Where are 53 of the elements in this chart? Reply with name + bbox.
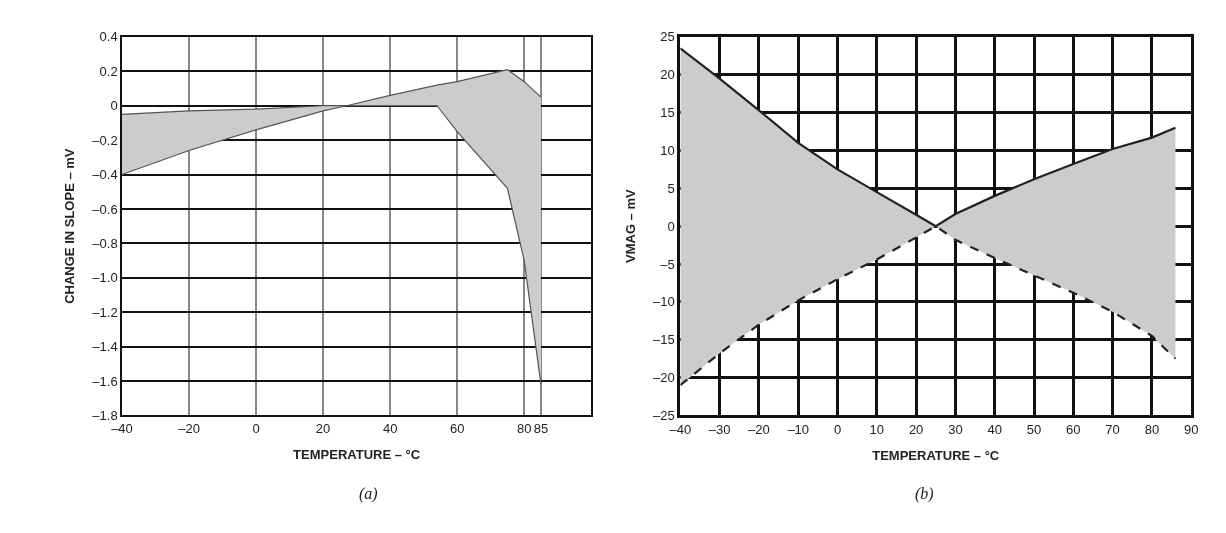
x-tick-label: –20: [178, 420, 200, 436]
y-tick-label: –25: [653, 407, 675, 423]
x-tick-label: 0: [252, 420, 260, 436]
x-tick-label: 40: [987, 422, 1002, 437]
y-tick-label: 15: [660, 105, 675, 121]
x-tick-label: 70: [1105, 422, 1120, 437]
x-tick-label: 40: [382, 420, 398, 436]
x-tick-label: 90: [1183, 422, 1199, 437]
y-tick-label: –0.6: [92, 201, 118, 217]
x-tick-label: 50: [1026, 422, 1042, 437]
x-axis-title: TEMPERATURE – °C: [293, 446, 421, 462]
y-tick-label: –1.2: [92, 304, 118, 320]
x-tick-label: 20: [315, 420, 331, 436]
x-tick-label: 80: [516, 420, 532, 436]
x-tick-label: 0: [833, 422, 842, 437]
y-tick-label: –15: [653, 332, 675, 348]
y-tick-label: 0: [667, 218, 675, 234]
text: (a): [359, 485, 378, 503]
y-tick-label: –0.4: [92, 167, 118, 183]
x-tick-label: 60: [1066, 422, 1081, 437]
x-tick-label: –20: [748, 422, 770, 437]
line-series: [680, 225, 1177, 387]
x-tick-label: –40: [669, 422, 692, 437]
x-tick-label: –10: [787, 422, 810, 437]
line-series: [680, 47, 1177, 228]
y-tick-label: 0.2: [99, 63, 118, 79]
y-tick-label: 25: [660, 29, 675, 45]
y-tick-label: –0.8: [92, 235, 118, 251]
y-axis-title: CHANGE IN SLOPE – mV: [61, 148, 77, 304]
x-tick-label: 10: [869, 422, 885, 437]
y-tick-label: –1.4: [92, 339, 118, 355]
x-tick-label: 85: [533, 420, 549, 436]
x-tick-label: 80: [1144, 422, 1160, 437]
x-tick-label: 20: [908, 422, 924, 437]
y-tick-label: –1.0: [92, 270, 118, 286]
y-tick-label: –20: [653, 370, 675, 386]
y-tick-label: –10: [653, 294, 675, 310]
y-axis-title: VMAG – mV: [622, 188, 638, 263]
x-tick-label: –40: [111, 420, 133, 436]
y-tick-label: –1.6: [92, 373, 118, 389]
y-tick-label: –0.2: [92, 132, 118, 148]
y-tick-label: 0: [110, 98, 118, 114]
text: (b): [915, 485, 934, 503]
y-tick-label: 20: [660, 67, 675, 83]
y-tick-label: 5: [667, 180, 675, 196]
y-tick-label: –5: [660, 256, 675, 272]
x-tick-label: –30: [708, 422, 731, 437]
y-tick-label: –1.8: [92, 407, 118, 423]
x-tick-label: 30: [948, 422, 963, 437]
x-tick-label: 60: [449, 420, 465, 436]
x-axis-title: TEMPERATURE – °C: [872, 447, 1000, 463]
y-tick-label: 0.4: [99, 29, 118, 45]
y-tick-label: 10: [660, 143, 675, 159]
